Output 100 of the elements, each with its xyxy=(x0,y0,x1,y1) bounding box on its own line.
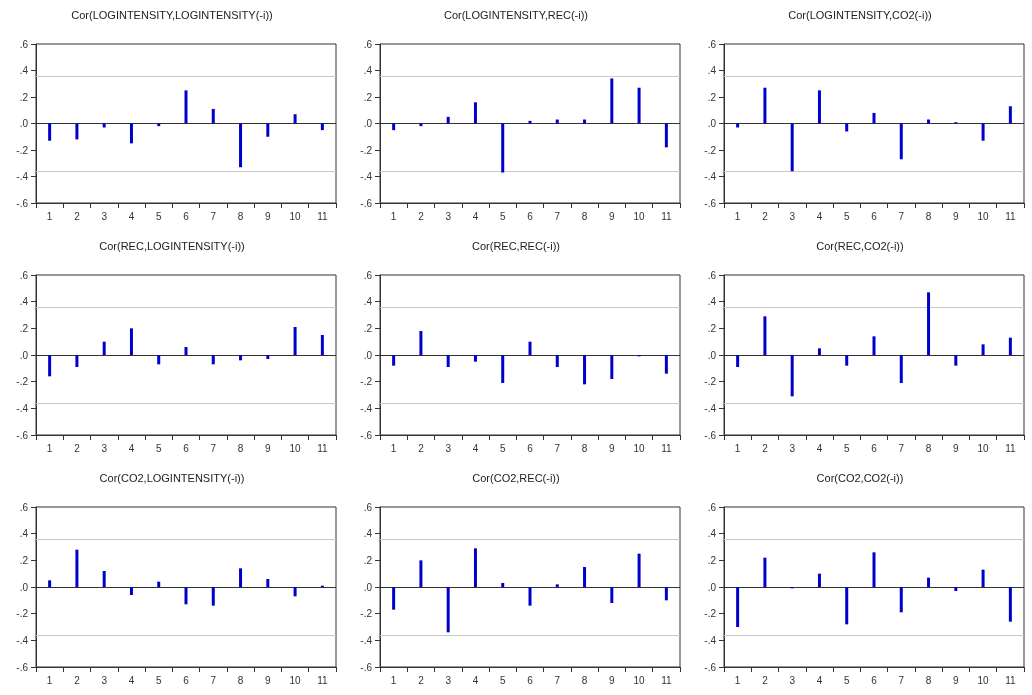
y-tick-label: .6 xyxy=(363,501,373,513)
y-tick-label: -.6 xyxy=(360,661,373,673)
y-tick-label: -.6 xyxy=(704,197,717,209)
x-tick-label: 4 xyxy=(472,210,479,222)
x-tick-label: 6 xyxy=(871,442,878,454)
x-tick-label: 5 xyxy=(155,210,162,222)
x-tick-label: 2 xyxy=(762,210,769,222)
x-tick-label: 10 xyxy=(633,210,646,222)
x-tick-label: 2 xyxy=(418,442,425,454)
y-tick-label: -.6 xyxy=(16,661,29,673)
x-tick-label: 11 xyxy=(317,442,328,454)
x-tick-label: 1 xyxy=(734,442,741,454)
y-tick-label: -.4 xyxy=(360,634,373,646)
x-tick-label: 10 xyxy=(977,210,990,222)
y-tick-label: .4 xyxy=(19,296,29,308)
x-tick-label: 6 xyxy=(871,674,878,686)
y-tick-label: .6 xyxy=(19,269,29,281)
x-tick-label: 3 xyxy=(789,442,796,454)
chart-title: Cor(LOGINTENSITY,REC(-i)) xyxy=(443,8,589,21)
x-tick-label: 8 xyxy=(237,210,244,222)
x-tick-label: 6 xyxy=(871,210,878,222)
y-tick-label: -.4 xyxy=(360,171,373,182)
y-tick-label: .4 xyxy=(363,296,373,308)
x-tick-label: 3 xyxy=(101,210,108,222)
x-tick-label: 6 xyxy=(183,674,190,686)
x-tick-label: 9 xyxy=(609,674,616,686)
x-tick-label: 7 xyxy=(210,442,217,454)
x-tick-label: 4 xyxy=(128,674,135,686)
x-tick-label: 11 xyxy=(661,442,672,454)
x-tick-label: 4 xyxy=(128,210,135,222)
x-tick-label: 5 xyxy=(499,674,506,686)
x-tick-label: 8 xyxy=(237,674,244,686)
x-tick-label: 9 xyxy=(953,674,960,686)
y-tick-label: -.6 xyxy=(16,429,29,441)
x-tick-label: 2 xyxy=(74,442,81,454)
y-tick-label: .4 xyxy=(707,296,717,308)
x-tick-label: 3 xyxy=(445,442,452,454)
y-tick-label: .6 xyxy=(707,38,717,50)
x-tick-label: 11 xyxy=(1005,210,1016,222)
x-tick-label: 10 xyxy=(289,442,302,454)
y-tick-label: .4 xyxy=(707,528,717,540)
x-tick-label: 7 xyxy=(898,442,905,454)
x-tick-label: 4 xyxy=(128,442,135,454)
x-tick-label: 11 xyxy=(317,210,328,222)
x-tick-label: 3 xyxy=(445,210,452,222)
x-tick-label: 7 xyxy=(898,210,905,222)
x-tick-label: 9 xyxy=(265,442,272,454)
x-tick-label: 1 xyxy=(390,674,397,686)
y-tick-label: -.2 xyxy=(360,608,373,620)
x-tick-label: 6 xyxy=(527,210,534,222)
y-tick-label: -.2 xyxy=(704,376,717,388)
y-tick-label: .6 xyxy=(363,38,373,50)
y-tick-label: -.2 xyxy=(16,608,29,620)
y-tick-label: .4 xyxy=(19,528,29,540)
y-tick-label: .0 xyxy=(707,349,717,361)
y-tick-label: .0 xyxy=(363,118,373,129)
x-tick-label: 8 xyxy=(925,674,932,686)
x-tick-label: 10 xyxy=(289,674,302,686)
y-tick-label: .6 xyxy=(19,501,29,513)
y-tick-label: .6 xyxy=(19,38,29,50)
x-tick-label: 11 xyxy=(1005,674,1016,686)
y-tick-label: .0 xyxy=(363,349,373,361)
y-tick-label: .2 xyxy=(19,91,29,103)
y-tick-label: -.6 xyxy=(704,661,717,673)
y-tick-label: .6 xyxy=(363,269,373,281)
x-tick-label: 8 xyxy=(581,210,588,222)
y-tick-label: .2 xyxy=(19,322,29,334)
x-tick-label: 2 xyxy=(762,442,769,454)
x-tick-label: 6 xyxy=(527,442,534,454)
x-tick-label: 1 xyxy=(390,210,397,222)
y-tick-label: .0 xyxy=(19,581,29,593)
y-tick-label: -.6 xyxy=(360,197,373,209)
x-tick-label: 10 xyxy=(977,674,990,686)
y-tick-label: .2 xyxy=(707,554,717,566)
x-tick-label: 5 xyxy=(155,674,162,686)
x-tick-label: 11 xyxy=(661,674,672,686)
x-tick-label: 11 xyxy=(317,674,328,686)
y-tick-label: .2 xyxy=(363,91,373,103)
x-tick-label: 5 xyxy=(499,210,506,222)
x-tick-label: 9 xyxy=(609,210,616,222)
chart-title: Cor(REC,LOGINTENSITY(-i)) xyxy=(99,239,245,252)
x-tick-label: 2 xyxy=(762,674,769,686)
x-tick-label: 4 xyxy=(816,674,823,686)
y-tick-label: -.2 xyxy=(704,144,717,156)
x-tick-label: 3 xyxy=(789,210,796,222)
x-tick-label: 9 xyxy=(609,442,616,454)
y-tick-label: .0 xyxy=(363,581,373,593)
x-tick-label: 1 xyxy=(390,442,397,454)
chart-title: Cor(LOGINTENSITY,LOGINTENSITY(-i)) xyxy=(71,8,273,21)
x-tick-label: 6 xyxy=(183,210,190,222)
y-tick-label: -.4 xyxy=(704,171,717,182)
y-tick-label: -.2 xyxy=(360,144,373,156)
y-tick-label: -.4 xyxy=(360,402,373,414)
y-tick-label: -.4 xyxy=(16,402,29,414)
x-tick-label: 5 xyxy=(843,674,850,686)
x-tick-label: 1 xyxy=(734,210,741,222)
x-tick-label: 3 xyxy=(789,674,796,686)
x-tick-label: 10 xyxy=(289,210,302,222)
y-tick-label: .2 xyxy=(363,322,373,334)
x-tick-label: 8 xyxy=(925,442,932,454)
